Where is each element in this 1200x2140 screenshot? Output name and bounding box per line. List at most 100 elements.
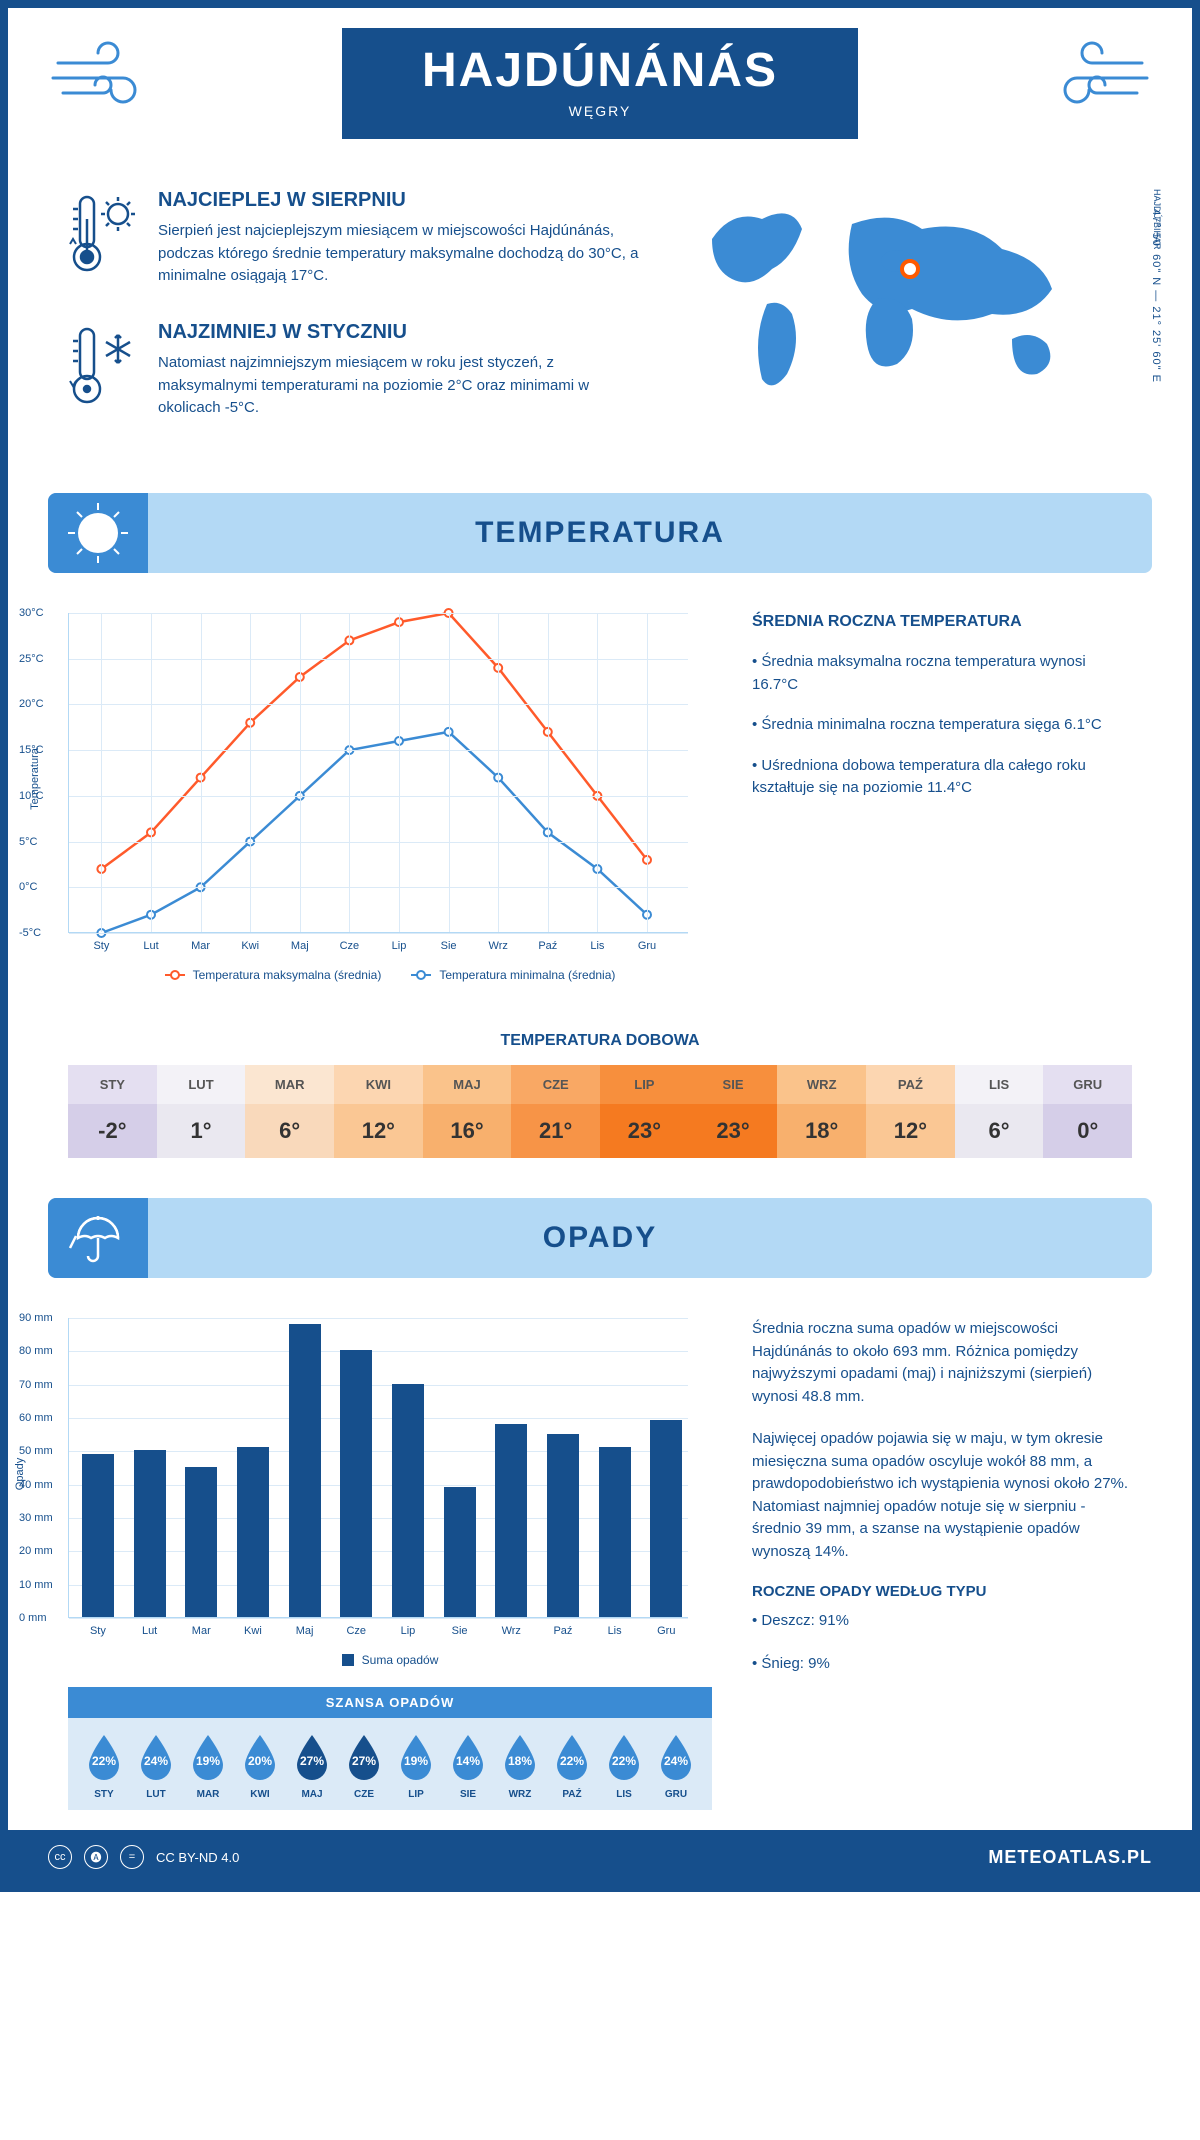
chance-month-label: STY [78, 1789, 130, 1800]
x-tick-label: Maj [296, 1625, 314, 1637]
country-label: WĘGRY [422, 103, 778, 119]
chance-cell: 24%GRU [650, 1733, 702, 1800]
y-tick-label: 5°C [19, 836, 37, 848]
precip-bar [82, 1454, 114, 1617]
chance-cell: 20%KWI [234, 1733, 286, 1800]
daily-temp-value: 21° [511, 1104, 600, 1158]
chance-month-label: MAR [182, 1789, 234, 1800]
daily-month-label: MAR [245, 1065, 334, 1104]
precip-type-title: ROCZNE OPADY WEDŁUG TYPU [752, 1583, 1132, 1600]
by-icon: 🅐 [84, 1845, 108, 1869]
precip-bar [547, 1434, 579, 1617]
precipitation-summary: Średnia roczna suma opadów w miejscowośc… [752, 1318, 1132, 1810]
precip-legend-label: Suma opadów [362, 1653, 439, 1667]
daily-month-label: MAJ [423, 1065, 512, 1104]
precip-type-item: • Śnieg: 9% [752, 1653, 1132, 1676]
precipitation-section-header: OPADY [48, 1198, 1152, 1278]
legend-max: Temperatura maksymalna (średnia) [193, 968, 382, 982]
chance-month-label: CZE [338, 1789, 390, 1800]
title-banner: HAJDÚNÁNÁS WĘGRY [342, 28, 858, 139]
daily-month-label: KWI [334, 1065, 423, 1104]
temperature-chart: Temperatura -5°C0°C5°C10°C15°C20°C25°C30… [68, 613, 712, 982]
raindrop-icon: 22% [85, 1733, 123, 1781]
chance-title: SZANSA OPADÓW [68, 1687, 712, 1718]
nd-icon: = [120, 1845, 144, 1869]
raindrop-icon: 22% [553, 1733, 591, 1781]
thermometer-sun-icon [68, 189, 138, 291]
chance-cell: 19% MAR [182, 1733, 234, 1800]
daily-temp-title: TEMPERATURA DOBOWA [8, 1032, 1192, 1050]
chance-month-label: LUT [130, 1789, 182, 1800]
wind-icon-left [48, 38, 158, 122]
y-tick-label: 80 mm [19, 1345, 53, 1357]
precipitation-chance-box: SZANSA OPADÓW 22% STY 24% LUT 19% MAR20%KWI 27… [68, 1687, 712, 1810]
y-tick-label: 25°C [19, 653, 44, 665]
temp-bullet: • Średnia maksymalna roczna temperatura … [752, 651, 1132, 696]
x-tick-label: Lip [401, 1625, 416, 1637]
y-tick-label: 0 mm [19, 1612, 47, 1624]
license-block: cc 🅐 = CC BY-ND 4.0 [48, 1845, 239, 1869]
raindrop-icon: 24% [137, 1733, 175, 1781]
x-tick-label: Gru [638, 940, 656, 952]
footer: cc 🅐 = CC BY-ND 4.0 METEOATLAS.PL [8, 1830, 1192, 1884]
umbrella-icon [48, 1198, 148, 1278]
x-tick-label: Lut [142, 1625, 157, 1637]
raindrop-icon: 19% [189, 1733, 227, 1781]
raindrop-icon: 27% [345, 1733, 383, 1781]
y-tick-label: 10 mm [19, 1579, 53, 1591]
temperature-section-header: TEMPERATURA [48, 493, 1152, 573]
facts-column: NAJCIEPLEJ W SIERPNIU Sierpień jest najc… [68, 189, 642, 453]
thermometer-snow-icon [68, 321, 138, 423]
chance-month-label: MAJ [286, 1789, 338, 1800]
y-tick-label: 20 mm [19, 1545, 53, 1557]
temperature-content: Temperatura -5°C0°C5°C10°C15°C20°C25°C30… [8, 573, 1192, 1022]
precip-legend: Suma opadów [68, 1653, 712, 1667]
wind-icon-right [1042, 38, 1152, 122]
daily-cell: STY-2° [68, 1065, 157, 1158]
license-text: CC BY-ND 4.0 [156, 1850, 239, 1865]
daily-temp-value: 16° [423, 1104, 512, 1158]
precipitation-chart: Opady 0 mm10 mm20 mm30 mm40 mm50 mm60 mm… [68, 1318, 712, 1810]
raindrop-icon: 18% [501, 1733, 539, 1781]
x-tick-label: Cze [340, 940, 360, 952]
daily-month-label: WRZ [777, 1065, 866, 1104]
chance-month-label: KWI [234, 1789, 286, 1800]
chance-month-label: WRZ [494, 1789, 546, 1800]
x-tick-label: Cze [346, 1625, 366, 1637]
y-tick-label: 50 mm [19, 1445, 53, 1457]
precipitation-title: OPADY [543, 1221, 657, 1255]
warm-fact: NAJCIEPLEJ W SIERPNIU Sierpień jest najc… [68, 189, 642, 291]
precip-bar [650, 1420, 682, 1617]
x-tick-label: Wrz [502, 1625, 521, 1637]
raindrop-icon: 14% [449, 1733, 487, 1781]
x-tick-label: Lis [590, 940, 604, 952]
daily-temp-value: 6° [955, 1104, 1044, 1158]
precip-p1: Średnia roczna suma opadów w miejscowośc… [752, 1318, 1132, 1408]
x-tick-label: Lut [143, 940, 158, 952]
daily-cell: SIE23° [689, 1065, 778, 1158]
raindrop-icon: 24% [657, 1733, 695, 1781]
x-tick-label: Sty [90, 1625, 106, 1637]
temperature-title: TEMPERATURA [475, 516, 725, 550]
x-tick-label: Lis [608, 1625, 622, 1637]
city-title: HAJDÚNÁNÁS [422, 43, 778, 98]
daily-temp-value: 18° [777, 1104, 866, 1158]
daily-cell: PAŹ12° [866, 1065, 955, 1158]
x-tick-label: Paź [538, 940, 557, 952]
y-tick-label: 30 mm [19, 1512, 53, 1524]
daily-month-label: LUT [157, 1065, 246, 1104]
chance-cell: 22%LIS [598, 1733, 650, 1800]
daily-cell: MAJ16° [423, 1065, 512, 1158]
daily-temp-table: STY-2°LUT1°MAR6°KWI12°MAJ16°CZE21°LIP23°… [68, 1065, 1132, 1158]
y-tick-label: -5°C [19, 927, 41, 939]
precip-bar [237, 1447, 269, 1617]
chance-month-label: SIE [442, 1789, 494, 1800]
daily-cell: WRZ18° [777, 1065, 866, 1158]
x-tick-label: Sty [93, 940, 109, 952]
x-tick-label: Paź [553, 1625, 572, 1637]
y-tick-label: 90 mm [19, 1312, 53, 1324]
chance-cell: 27% CZE [338, 1733, 390, 1800]
x-tick-label: Sie [441, 940, 457, 952]
daily-temp-value: 0° [1043, 1104, 1132, 1158]
y-tick-label: 10°C [19, 790, 44, 802]
